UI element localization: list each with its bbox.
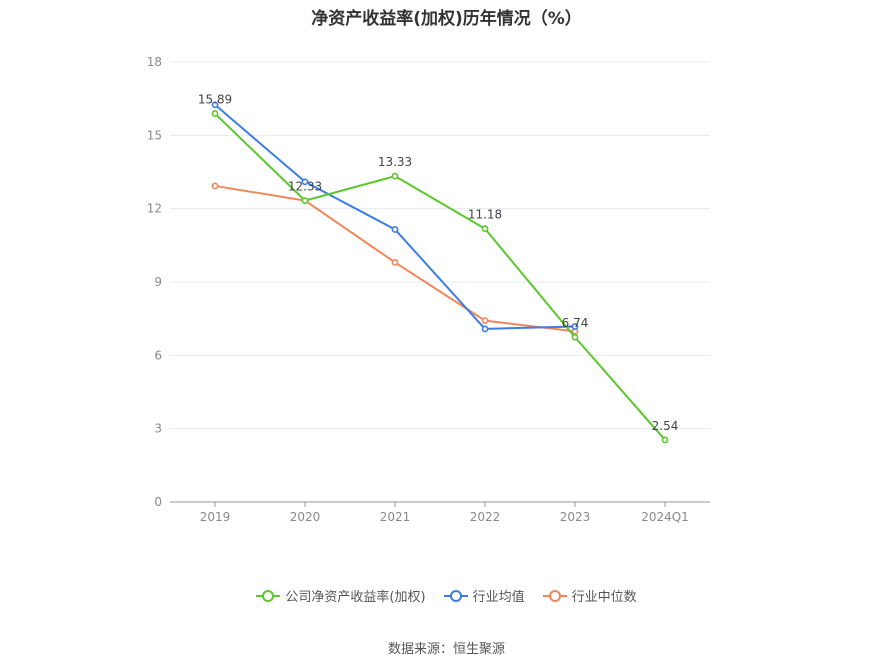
data-point <box>391 172 399 180</box>
data-label: 12.33 <box>288 180 322 194</box>
x-tick-label: 2019 <box>200 510 231 524</box>
y-tick-label: 18 <box>147 55 162 69</box>
data-point <box>571 333 579 341</box>
y-tick-label: 9 <box>154 275 162 289</box>
legend-item[interactable]: 行业均值 <box>443 586 525 605</box>
series-line <box>214 104 576 330</box>
data-label: 13.33 <box>378 155 412 169</box>
x-tick-label: 2020 <box>290 510 321 524</box>
data-point <box>211 110 219 117</box>
y-tick-label: 6 <box>154 348 162 362</box>
data-point <box>481 225 489 233</box>
legend-label: 行业中位数 <box>571 590 637 605</box>
data-point <box>211 101 219 109</box>
x-tick-label: 2021 <box>380 510 411 524</box>
legend-label: 公司净资产收益率(加权) <box>285 590 426 605</box>
legend-swatch-icon <box>256 589 281 602</box>
legend-item[interactable]: 行业中位数 <box>542 586 637 605</box>
chart-title: 净资产收益率(加权)历年情况（%） <box>311 9 582 29</box>
legend: 公司净资产收益率(加权) 行业均值 行业中位数 <box>0 586 893 605</box>
y-tick-label: 12 <box>147 202 162 216</box>
data-labels: 15.89 12.33 13.33 11.18 6.74 2.54 <box>198 93 679 433</box>
grid-lines <box>170 61 710 430</box>
data-point <box>211 182 219 190</box>
series-line <box>214 184 576 333</box>
data-label: 11.18 <box>468 208 502 222</box>
x-tick-label: 2022 <box>470 510 501 524</box>
data-label: 15.89 <box>198 93 232 107</box>
axes: 0 3 6 9 12 15 18 2019 2020 2021 2022 2023 2024Q1 <box>147 55 710 524</box>
series-lines <box>211 101 669 444</box>
y-tick-label: 3 <box>154 422 162 436</box>
legend-item[interactable]: 公司净资产收益率(加权) <box>256 586 426 605</box>
data-point <box>391 259 399 266</box>
data-point <box>481 325 489 333</box>
y-tick-label: 15 <box>147 128 162 142</box>
series-line <box>214 112 666 441</box>
x-tick-label: 2023 <box>560 510 591 524</box>
x-tick-label: 2024Q1 <box>641 510 689 524</box>
data-point <box>661 436 669 444</box>
data-point <box>391 226 399 233</box>
data-label: 6.74 <box>562 316 589 330</box>
legend-swatch-icon <box>443 589 468 602</box>
data-point <box>301 197 309 204</box>
data-point <box>301 178 309 186</box>
data-point <box>481 317 489 325</box>
data-point <box>571 323 579 330</box>
legend-label: 行业均值 <box>472 590 525 605</box>
source-note: 数据来源：恒生聚源 <box>387 642 505 657</box>
y-tick-label: 0 <box>154 495 162 509</box>
data-label: 2.54 <box>652 419 679 433</box>
legend-swatch-icon <box>542 589 567 602</box>
